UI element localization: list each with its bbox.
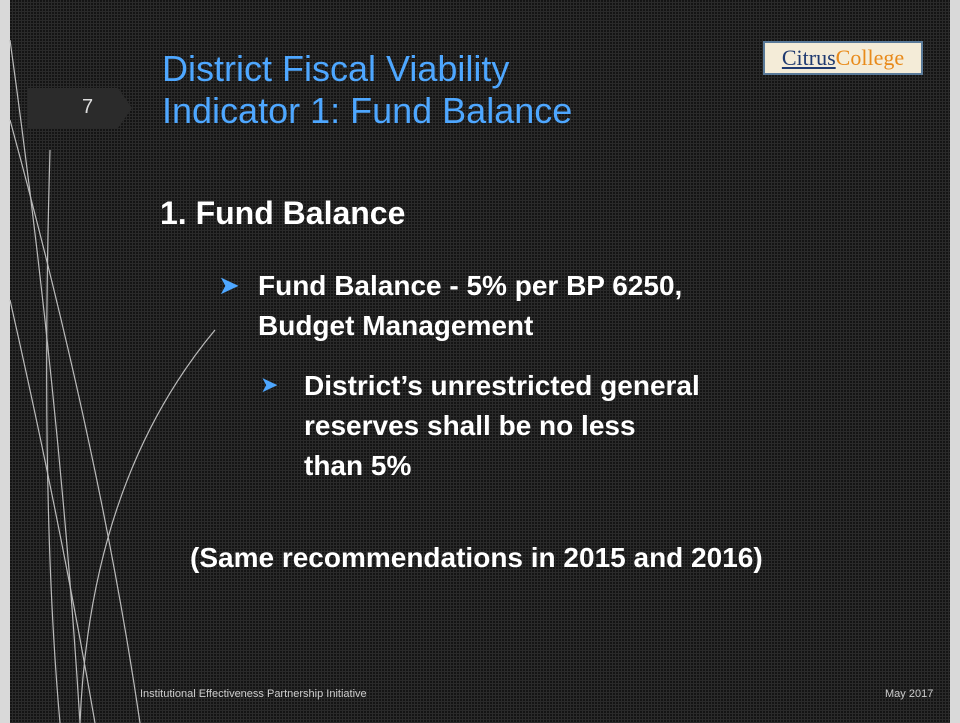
title-line: District Fiscal Viability [162, 48, 510, 89]
footer-left: Institutional Effectiveness Partnership … [140, 688, 367, 700]
swooshes [9, 39, 216, 723]
bullet-line: Fund Balance - 5% per BP 6250, [258, 270, 683, 301]
bullet-icon: ➤ [260, 372, 279, 397]
slide-number: 7 [82, 96, 94, 118]
bullet-icon: ➤ [218, 270, 240, 300]
bullet-line: Budget Management [258, 310, 534, 341]
title: District Fiscal Viability Indicator 1: Fu… [162, 48, 572, 132]
footer-right: May 2017 [885, 688, 934, 700]
title-line: Indicator 1: Fund Balance [162, 90, 573, 131]
number-tab [28, 88, 132, 128]
right-border [950, 0, 960, 723]
sub-bullet: District’s unrestricted general reserves … [304, 366, 700, 486]
left-border [0, 0, 10, 723]
bullet: Fund Balance - 5% per BP 6250, Budget Man… [258, 266, 682, 346]
bullet-line: than 5% [304, 450, 412, 481]
logo-text: Citrus [781, 45, 836, 70]
logo: CitrusCollege [763, 41, 923, 75]
heading: 1. Fund Balance [160, 195, 406, 231]
note: (Same recommendations in 2015 and 2016) [190, 542, 763, 573]
bullet-line: District’s unrestricted general [304, 370, 700, 401]
logo-text: College [835, 45, 905, 70]
bullet-line: reserves shall be no less [304, 410, 636, 441]
